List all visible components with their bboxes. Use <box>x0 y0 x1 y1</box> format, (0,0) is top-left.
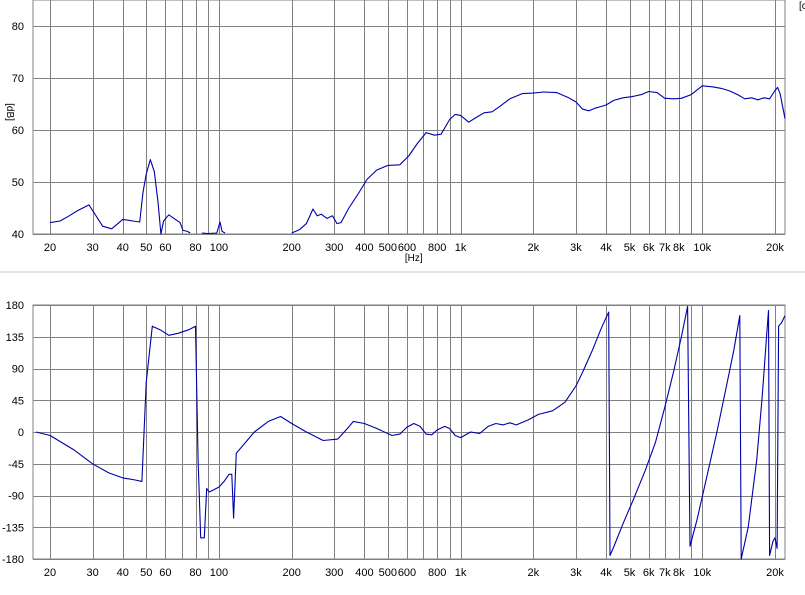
magnitude-chart: 40 50 60 70 80 20 30 40 50 60 80 100 200 300 400 500 600… <box>4 0 805 264</box>
y-tick-label: -90 <box>8 491 24 503</box>
x-tick-label: 300 <box>325 242 343 254</box>
x-tick-label: 3k <box>570 242 582 254</box>
x-tick-label: 5k <box>624 567 636 579</box>
x-tick-label: 30 <box>86 242 98 254</box>
y-tick-label: 45 <box>12 395 24 407</box>
y-tick-label: -180 <box>2 554 24 566</box>
x-tick-label: 60 <box>159 567 171 579</box>
x-tick-label: 20 <box>44 567 56 579</box>
y-tick-label: -135 <box>2 522 24 534</box>
x-tick-label: 4k <box>600 567 612 579</box>
x-tick-label: 3k <box>570 567 582 579</box>
x-tick-label: 80 <box>189 242 201 254</box>
x-tick-label: 2k <box>528 567 540 579</box>
x-tick-label: 40 <box>117 567 129 579</box>
x-tick-label: 300 <box>325 567 343 579</box>
y-tick-label: 180 <box>6 300 24 312</box>
x-tick-label: 50 <box>140 567 152 579</box>
x-tick-label: 50 <box>140 242 152 254</box>
x-tick-label: 8k <box>673 567 685 579</box>
x-tick-label: 10k <box>693 242 711 254</box>
y-tick-label: 135 <box>6 332 24 344</box>
x-tick-label: 600 <box>398 242 416 254</box>
x-tick-label: 400 <box>355 567 373 579</box>
series-line-segment <box>35 305 786 560</box>
x-tick-label: 100 <box>210 242 228 254</box>
x-tick-label: 1k <box>455 242 467 254</box>
phase-chart: 180 135 90 45 0 -45 -90 -135 -180 20 30 40 50 60 80 100… <box>2 300 786 579</box>
x-tick-label: 6k <box>643 567 655 579</box>
x-tick-label: 500 <box>379 567 397 579</box>
corner-label: [c <box>799 1 805 12</box>
x-tick-label: 1k <box>455 567 467 579</box>
x-tick-label: 40 <box>117 242 129 254</box>
x-tick-label: 6k <box>643 242 655 254</box>
x-tick-label: 30 <box>86 567 98 579</box>
x-tick-label: 500 <box>379 242 397 254</box>
x-tick-label: 200 <box>283 242 301 254</box>
y-tick-label: 90 <box>12 364 24 376</box>
x-tick-label: 20k <box>766 567 784 579</box>
x-tick-label: 800 <box>428 242 446 254</box>
y-tick-label: 40 <box>12 229 24 241</box>
plot-frame <box>32 0 786 235</box>
x-tick-label: 600 <box>398 567 416 579</box>
x-tick-label: 2k <box>528 242 540 254</box>
series-line-segment <box>291 85 786 234</box>
y-tick-label: 70 <box>12 73 24 85</box>
y-tick-label: 50 <box>12 177 24 189</box>
x-tick-label: 20k <box>766 242 784 254</box>
y-tick-label: 60 <box>12 125 24 137</box>
x-tick-label: 5k <box>624 242 636 254</box>
series-line-segment <box>201 221 226 235</box>
y-tick-label: 0 <box>18 427 24 439</box>
x-tick-label: 7k <box>659 242 671 254</box>
y-axis-label: [dB] <box>4 103 15 121</box>
y-tick-label: -45 <box>8 459 24 471</box>
x-tick-label: 10k <box>693 567 711 579</box>
x-tick-label: 7k <box>659 567 671 579</box>
x-tick-label: 400 <box>355 242 373 254</box>
x-tick-label: 800 <box>428 567 446 579</box>
x-tick-label: 8k <box>673 242 685 254</box>
x-axis-label: [Hz] <box>405 253 423 264</box>
x-tick-label: 200 <box>283 567 301 579</box>
y-tick-label: 80 <box>12 21 24 33</box>
x-tick-label: 100 <box>210 567 228 579</box>
x-tick-label: 80 <box>189 567 201 579</box>
series-line-segment <box>50 159 191 235</box>
x-tick-label: 20 <box>44 242 56 254</box>
x-tick-label: 4k <box>600 242 612 254</box>
x-tick-label: 60 <box>159 242 171 254</box>
